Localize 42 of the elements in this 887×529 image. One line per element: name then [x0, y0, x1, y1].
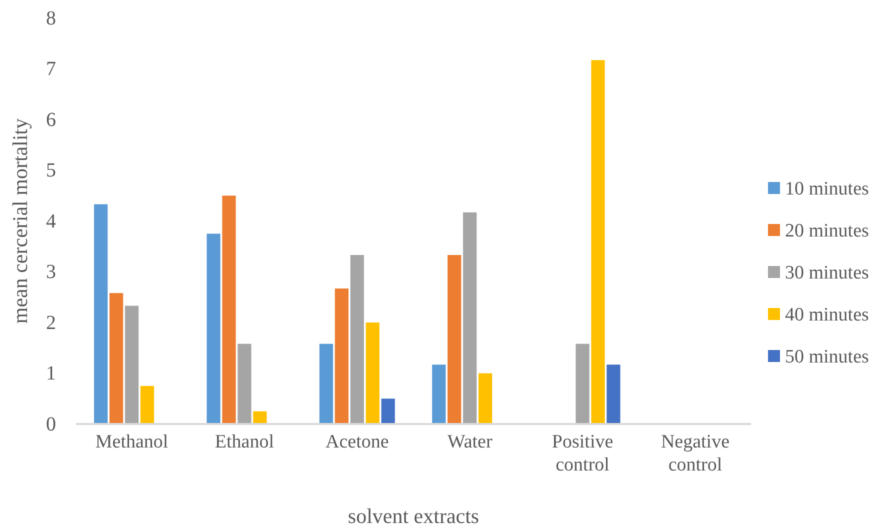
x-tick-label: Negative control: [660, 431, 730, 476]
bar: [94, 204, 108, 424]
bar: [350, 255, 364, 424]
y-tick-label: 6: [46, 108, 56, 131]
bar: [238, 344, 252, 424]
y-tick-label: 1: [46, 362, 56, 385]
bar: [606, 364, 620, 424]
bar: [253, 411, 267, 424]
x-tick-label: Water: [447, 431, 493, 452]
bar: [140, 386, 154, 424]
bar: [222, 196, 236, 424]
legend-label: 10 minutes: [785, 178, 869, 200]
bar: [366, 322, 380, 424]
legend-label: 50 minutes: [785, 346, 869, 368]
bar: [448, 255, 462, 424]
bar: [206, 234, 220, 424]
bar: [110, 293, 124, 424]
legend-label: 40 minutes: [785, 304, 869, 326]
bar: [576, 344, 590, 424]
y-tick-label: 0: [46, 413, 56, 436]
y-tick-label: 5: [46, 160, 56, 182]
legend-label: 20 minutes: [785, 220, 869, 242]
y-tick-label: 2: [46, 312, 56, 334]
bar: [334, 288, 348, 424]
bar: [124, 306, 139, 424]
y-tick-label: 3: [46, 261, 56, 284]
y-tick-label: 7: [46, 58, 56, 80]
y-tick-label: 4: [46, 210, 56, 232]
x-tick-label: Ethanol: [214, 431, 274, 452]
bar: [319, 344, 334, 424]
bar: [432, 364, 446, 424]
y-axis-title: mean cercerial mortality: [8, 118, 32, 324]
bar: [463, 212, 477, 424]
y-tick-label: 8: [46, 7, 56, 30]
bar: [478, 373, 492, 424]
bar: [591, 60, 605, 424]
x-tick-label: Methanol: [95, 431, 168, 452]
x-axis-title: solvent extracts: [348, 504, 480, 528]
bar: [381, 398, 395, 424]
x-tick-label: Positive control: [552, 431, 614, 476]
legend-label: 30 minutes: [785, 262, 869, 284]
x-tick-label: Acetone: [326, 431, 389, 452]
